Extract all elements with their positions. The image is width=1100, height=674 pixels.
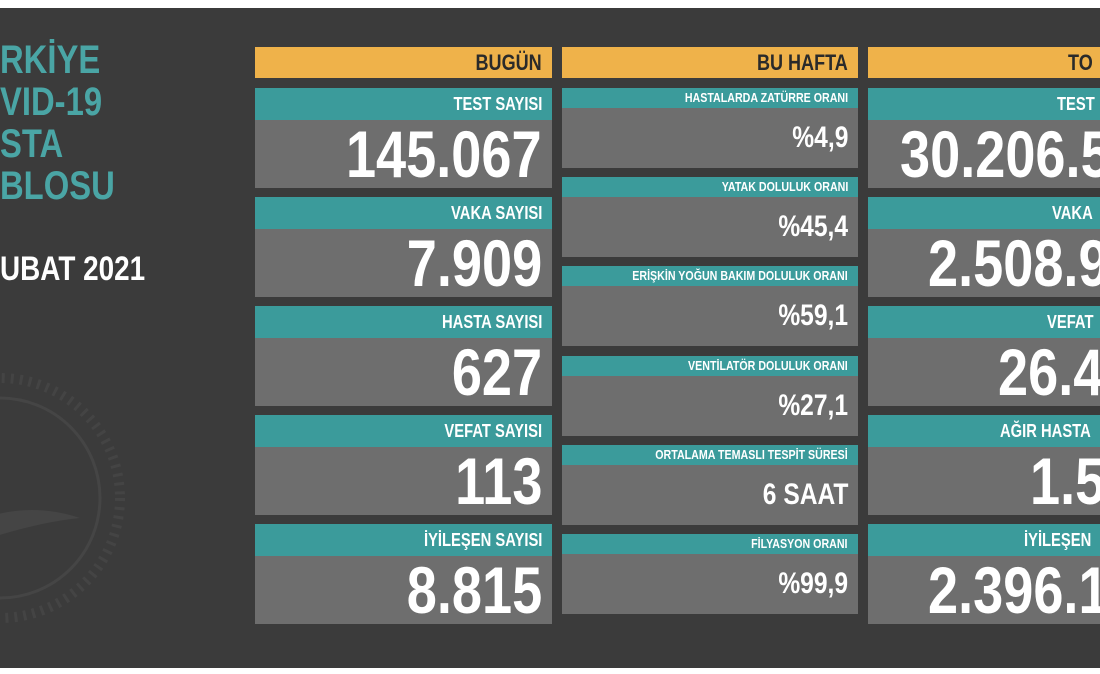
card-value-box xyxy=(868,447,1100,515)
card-value: 1.50 xyxy=(1030,444,1100,518)
card-label-bar xyxy=(562,177,858,198)
card-label: ERİŞKİN YOĞUN BAKIM DOLULUK ORANI xyxy=(632,268,848,284)
card-label: ORTALAMA TEMASLI TESPİT SÜRESİ xyxy=(655,446,848,462)
card-value-box xyxy=(255,338,552,406)
title-line: VID-19 xyxy=(0,80,103,124)
card-label-bar xyxy=(255,306,552,338)
card-label: TEST SAYISI xyxy=(453,94,542,114)
card-value: %99,9 xyxy=(778,567,848,600)
card-label-bar xyxy=(868,306,1100,338)
card-label-bar xyxy=(868,524,1100,556)
card-label-bar xyxy=(868,415,1100,447)
card-label-bar xyxy=(255,415,552,447)
title-line: BLOSU xyxy=(0,164,115,208)
card-value: %59,1 xyxy=(778,299,848,333)
card-value: 7.909 xyxy=(406,226,542,300)
card-value: 2.396.19 xyxy=(928,553,1100,627)
card-value-box xyxy=(868,120,1100,188)
emblem xyxy=(0,373,125,623)
card-value-box xyxy=(868,338,1100,406)
card-value: %27,1 xyxy=(778,388,848,422)
card-label: FİLYASYON ORANI xyxy=(751,536,848,551)
card-label: TEST xyxy=(1057,94,1095,114)
card-label-bar xyxy=(868,88,1100,120)
card-value-box xyxy=(562,375,858,436)
card-value: %4,9 xyxy=(791,121,848,154)
card-value-box xyxy=(255,120,552,188)
card-value-box xyxy=(255,229,552,297)
card-label: HASTALARDA ZATÜRRE ORANI xyxy=(684,90,848,105)
card-label-bar xyxy=(562,534,858,554)
card-label-bar xyxy=(562,444,858,465)
card-label: HASTA SAYISI xyxy=(441,312,542,332)
column-header-bar xyxy=(868,47,1100,78)
card-value: 627 xyxy=(451,335,542,409)
card-value-box xyxy=(255,556,552,624)
card-value-box xyxy=(562,554,858,614)
column-header-bar xyxy=(255,47,552,78)
column-header: BUGÜN xyxy=(475,50,542,75)
card-label: VAKA xyxy=(1052,203,1093,223)
date: UBAT 2021 xyxy=(0,250,146,288)
card-value: %45,4 xyxy=(778,210,848,244)
card-value-box xyxy=(562,286,858,347)
column-header: TO xyxy=(1068,50,1093,75)
card-label: YATAK DOLULUK ORANI xyxy=(721,179,848,195)
card-label-bar xyxy=(562,88,858,108)
card-value-box xyxy=(255,447,552,515)
card-label-bar xyxy=(562,266,858,287)
card-value: 30.206.50 xyxy=(900,117,1100,191)
card-value-box xyxy=(562,108,858,168)
card-value: 26.40 xyxy=(998,335,1100,409)
card-label: VEFAT SAYISI xyxy=(444,421,542,441)
card-value: 8.815 xyxy=(406,553,542,627)
infographic: RKİYE VID-19 STA BLOSU UBAT 2021 BUGÜN TEST SA… xyxy=(0,8,1100,668)
column-header-bar xyxy=(562,47,858,78)
card-label: İYİLEŞEN SAYISI xyxy=(423,530,542,550)
card-label-bar xyxy=(255,524,552,556)
card-value: 6 SAAT xyxy=(762,477,848,511)
card-value-box xyxy=(868,229,1100,297)
card-value: 113 xyxy=(454,444,542,518)
card-value-box xyxy=(868,556,1100,624)
card-value-box xyxy=(562,197,858,258)
column-header: BU HAFTA xyxy=(757,50,848,75)
card-label: AĞIR HASTA xyxy=(1000,421,1091,441)
title-line: STA xyxy=(0,122,64,166)
card-label: VAKA SAYISI xyxy=(450,203,542,223)
card-label-bar xyxy=(255,88,552,120)
card-value: 2.508.98 xyxy=(928,226,1100,300)
card-label-bar xyxy=(255,197,552,229)
card-value: 145.067 xyxy=(346,117,542,191)
card-label-bar xyxy=(562,355,858,376)
card-label: VEFAT xyxy=(1047,312,1094,332)
title-line: RKİYE xyxy=(0,38,101,82)
card-label: İYİLEŞEN xyxy=(1024,530,1092,550)
card-label: VENTİLATÖR DOLULUK ORANI xyxy=(688,357,848,373)
card-label-bar xyxy=(868,197,1100,229)
card-value-box xyxy=(562,464,858,525)
